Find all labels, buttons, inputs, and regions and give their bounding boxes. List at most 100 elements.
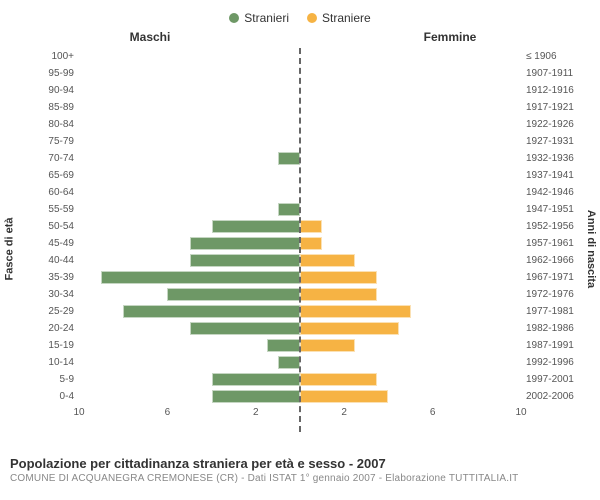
year-label: 1942-1946: [521, 187, 582, 198]
bar-side-female: [300, 82, 521, 99]
chart-row: 70-74 1932-1936: [18, 150, 582, 167]
age-label: 0-4: [18, 391, 79, 402]
age-label: 35-39: [18, 272, 79, 283]
bar-female: [300, 390, 388, 403]
age-label: 65-69: [18, 170, 79, 181]
bar-side-female: [300, 65, 521, 82]
bar-female: [300, 339, 355, 352]
bar-side-male: [79, 82, 300, 99]
bar-side-female: [300, 116, 521, 133]
age-label: 25-29: [18, 306, 79, 317]
bar-side-male: [79, 388, 300, 405]
bars: [79, 48, 521, 65]
x-tick: 2: [341, 407, 347, 418]
bar-side-female: [300, 337, 521, 354]
bars: [79, 167, 521, 184]
year-label: 2002-2006: [521, 391, 582, 402]
age-label: 90-94: [18, 85, 79, 96]
age-label: 70-74: [18, 153, 79, 164]
year-label: 1992-1996: [521, 357, 582, 368]
bar-male: [212, 390, 300, 403]
bar-side-male: [79, 99, 300, 116]
age-label: 80-84: [18, 119, 79, 130]
bar-female: [300, 271, 377, 284]
bar-side-male: [79, 303, 300, 320]
bar-side-male: [79, 354, 300, 371]
age-label: 20-24: [18, 323, 79, 334]
year-label: 1937-1941: [521, 170, 582, 181]
legend-item-female: Straniere: [307, 11, 371, 25]
legend: Stranieri Straniere: [0, 0, 600, 30]
x-tick: 10: [515, 407, 526, 418]
bars: [79, 303, 521, 320]
subheads: Maschi Femmine: [0, 30, 600, 48]
bar-male: [190, 254, 301, 267]
chart-row: 75-791927-1931: [18, 133, 582, 150]
bar-side-male: [79, 201, 300, 218]
bars: [79, 201, 521, 218]
year-label: 1997-2001: [521, 374, 582, 385]
y-axis-label-left: Fasce di età: [0, 48, 18, 450]
chart-row: 10-14 1992-1996: [18, 354, 582, 371]
x-tick: 6: [430, 407, 436, 418]
bars: [79, 371, 521, 388]
bar-side-male: [79, 116, 300, 133]
chart-row: 15-191987-1991: [18, 337, 582, 354]
chart-row: 40-441962-1966: [18, 252, 582, 269]
legend-label-male: Stranieri: [244, 11, 289, 25]
bar-side-male: [79, 320, 300, 337]
bar-side-female: [300, 252, 521, 269]
chart-row: 20-241982-1986: [18, 320, 582, 337]
age-label: 10-14: [18, 357, 79, 368]
chart-row: 55-591947-1951: [18, 201, 582, 218]
age-label: 100+: [18, 51, 79, 62]
year-label: 1972-1976: [521, 289, 582, 300]
bar-side-male: [79, 65, 300, 82]
bar-male: [190, 322, 301, 335]
legend-swatch-male: [229, 13, 239, 23]
bars: [79, 116, 521, 133]
age-label: 30-34: [18, 289, 79, 300]
age-label: 75-79: [18, 136, 79, 147]
bars: [79, 133, 521, 150]
x-axis: 10622610: [18, 405, 582, 423]
bar-female: [300, 322, 399, 335]
year-label: 1952-1956: [521, 221, 582, 232]
chart-body: Fasce di età 100+≤ 190695-991907-191190-…: [0, 48, 600, 450]
chart-row: 25-291977-1981: [18, 303, 582, 320]
legend-label-female: Straniere: [322, 11, 371, 25]
bars: [79, 269, 521, 286]
bar-female: [300, 305, 411, 318]
bars: [79, 82, 521, 99]
year-label: ≤ 1906: [521, 51, 582, 62]
bar-side-female: [300, 99, 521, 116]
year-label: 1987-1991: [521, 340, 582, 351]
bar-side-male: [79, 286, 300, 303]
bar-male: [267, 339, 300, 352]
year-label: 1912-1916: [521, 85, 582, 96]
bar-female: [300, 237, 322, 250]
chart-row: 30-34 1972-1976: [18, 286, 582, 303]
chart-row: 90-94 1912-1916: [18, 82, 582, 99]
bars: [79, 252, 521, 269]
bars: [79, 337, 521, 354]
bar-female: [300, 220, 322, 233]
year-label: 1932-1936: [521, 153, 582, 164]
age-label: 85-89: [18, 102, 79, 113]
bar-side-female: [300, 201, 521, 218]
bar-side-female: [300, 354, 521, 371]
bar-male: [278, 203, 300, 216]
subhead-male: Maschi: [0, 30, 300, 44]
bar-side-male: [79, 269, 300, 286]
bar-female: [300, 254, 355, 267]
chart-row: 100+ ≤ 1906: [18, 48, 582, 65]
year-label: 1917-1921: [521, 102, 582, 113]
bar-side-female: [300, 303, 521, 320]
x-tick: 2: [253, 407, 259, 418]
bar-male: [278, 152, 300, 165]
chart-row: 0-4 2002-2006: [18, 388, 582, 405]
year-label: 1907-1911: [521, 68, 582, 79]
bar-male: [167, 288, 300, 301]
bar-side-male: [79, 218, 300, 235]
chart-row: 50-541952-1956: [18, 218, 582, 235]
